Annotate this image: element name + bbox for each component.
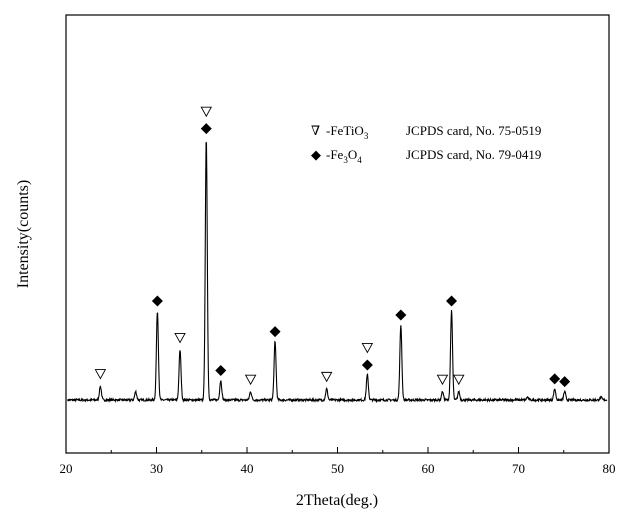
data-series [67, 141, 608, 404]
x-tick-label-40: 40 [241, 461, 254, 476]
fetio3-triangle-marker [94, 369, 107, 380]
x-tick-label-80: 80 [603, 461, 616, 476]
x-tick-label-20: 20 [60, 461, 73, 476]
fe3o4-diamond-marker [395, 309, 407, 321]
plot-frame [65, 14, 610, 454]
x-tick-label-60: 60 [422, 461, 435, 476]
fe3o4-diamond-marker [559, 376, 571, 388]
x-tick-label-70: 70 [512, 461, 525, 476]
fe3o4-diamond-marker [200, 123, 212, 135]
fetio3-triangle-marker [244, 374, 257, 386]
xrd-pattern-line [67, 141, 608, 404]
x-tick-label-30: 30 [150, 461, 163, 476]
legend-triangle-symbol: ∇ [311, 123, 320, 138]
fetio3-triangle-marker [361, 343, 374, 354]
y-axis-title: Intensity(counts) [15, 180, 32, 288]
fetio3-triangle-marker [200, 106, 213, 118]
fe3o4-diamond-marker [215, 365, 227, 377]
fe3o4-diamond-marker [361, 359, 373, 371]
fetio3-triangle-marker [453, 374, 465, 386]
fetio3-triangle-marker [436, 374, 449, 386]
peak-markers [94, 106, 571, 388]
legend-diamond-symbol: ◆ [311, 147, 321, 162]
fetio3-triangle-marker [320, 371, 333, 383]
x-axis-ticks: 20 30 40 50 60 70 80 [60, 447, 616, 476]
legend-feTiO3-label: -FeTiO3 [326, 123, 369, 141]
plot-area [65, 14, 610, 454]
legend-fe3O4-card: JCPDS card, No. 79-0419 [406, 147, 541, 162]
x-axis-title: 2Theta(deg.) [296, 492, 378, 509]
fe3o4-diamond-marker [549, 373, 561, 385]
legend: ∇ -FeTiO3 JCPDS card, No. 75-0519 ◆ -Fe3… [311, 123, 541, 165]
legend-fe3O4-label: -Fe3O4 [326, 147, 362, 165]
legend-feTiO3-card: JCPDS card, No. 75-0519 [406, 123, 541, 138]
fe3o4-diamond-marker [269, 326, 281, 338]
fe3o4-diamond-marker [151, 295, 163, 307]
x-tick-label-50: 50 [331, 461, 344, 476]
fe3o4-diamond-marker [446, 295, 458, 307]
fetio3-triangle-marker [174, 333, 186, 344]
